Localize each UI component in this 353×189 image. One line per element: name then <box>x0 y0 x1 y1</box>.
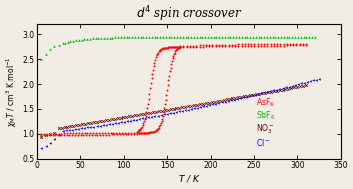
Y-axis label: $\chi_{\rm M}T$ / cm$^{3}$ K mol$^{-1}$: $\chi_{\rm M}T$ / cm$^{3}$ K mol$^{-1}$ <box>5 56 19 127</box>
Text: SbF$_6$: SbF$_6$ <box>256 109 275 122</box>
Title: $d^{4}$ spin crossover: $d^{4}$ spin crossover <box>136 5 242 24</box>
X-axis label: $T$ / K: $T$ / K <box>178 173 200 184</box>
Text: Cl$^-$: Cl$^-$ <box>256 137 270 148</box>
Text: AsF$_6$: AsF$_6$ <box>256 96 275 108</box>
Text: NO$_3^-$: NO$_3^-$ <box>256 122 275 136</box>
